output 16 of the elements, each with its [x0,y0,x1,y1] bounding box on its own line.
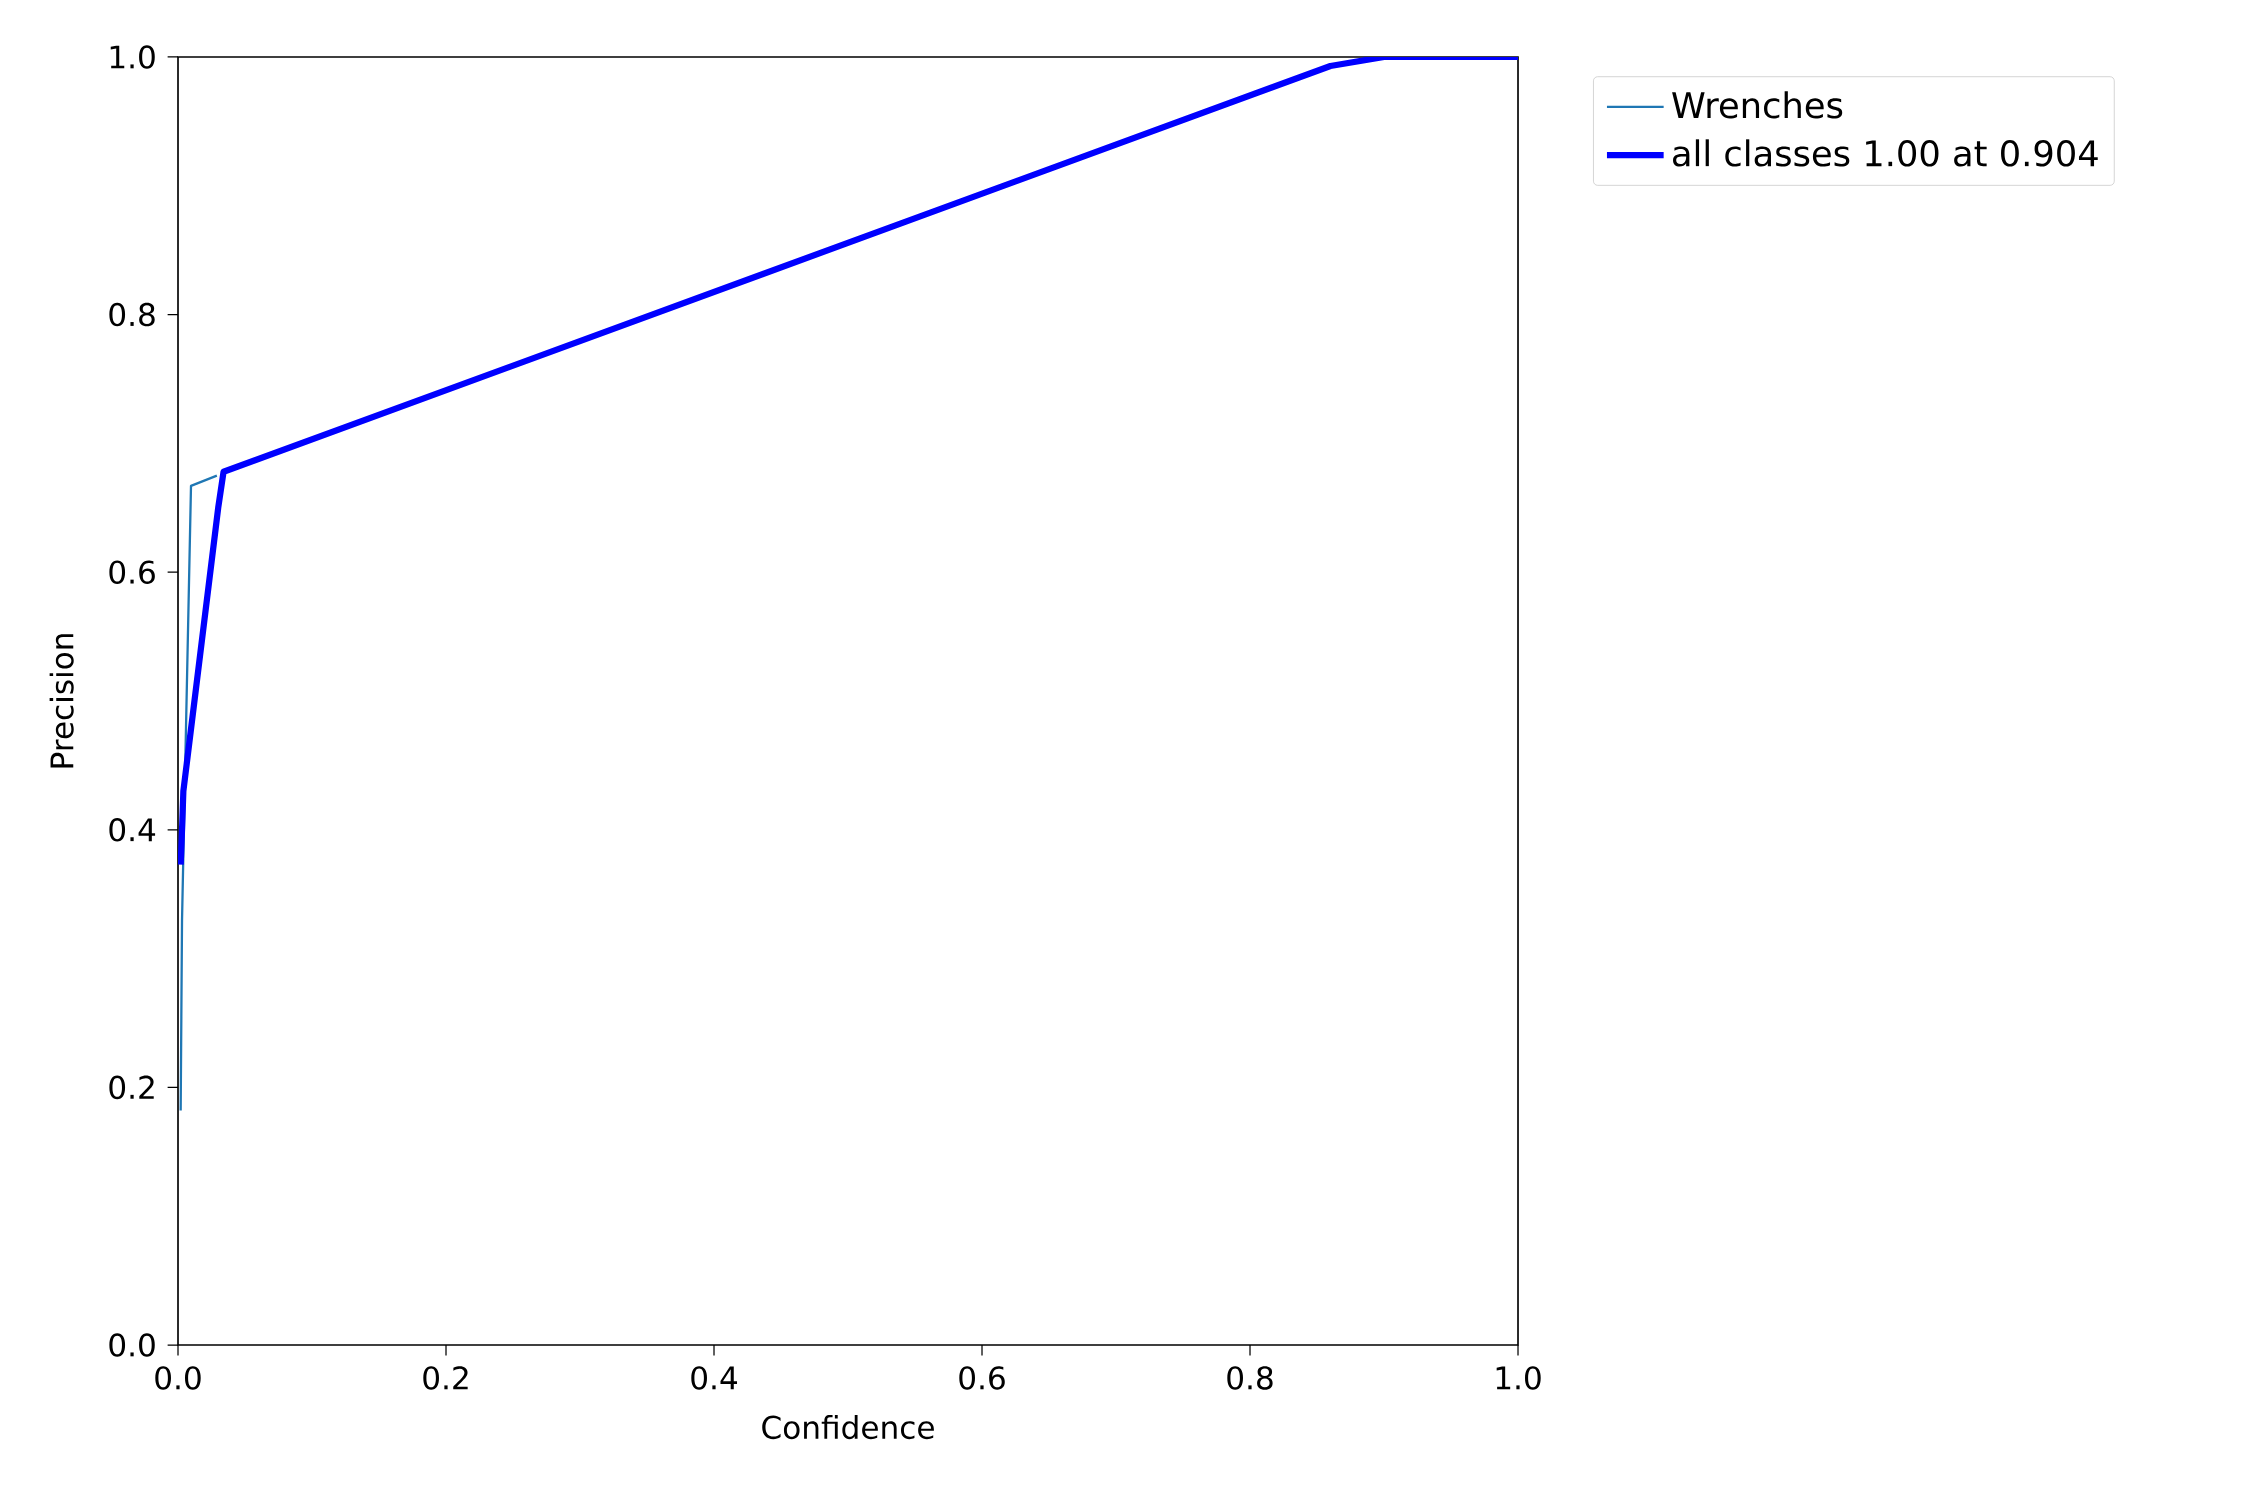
x-axis-title: Confidence [762,1415,934,1440]
x-tick-label: 0.2 [423,1366,468,1390]
x-tick-label: 1.0 [1496,1366,1541,1390]
x-tick-label: 0.0 [155,1366,201,1390]
y-tick-label: 0.8 [109,302,155,327]
y-axis-title: Precision [49,634,74,768]
x-tick-label: 0.8 [1227,1366,1273,1390]
y-tick-label: 1.0 [110,45,155,69]
y-tick-label: 0.6 [109,560,155,584]
y-tick-label: 0.2 [109,1075,154,1100]
legend-label: all classes 1.00 at 0.904 [1673,139,2098,167]
y-tick-label: 0.4 [109,818,156,842]
legend-label: Wrenches [1672,91,1843,119]
x-tick-label: 0.6 [959,1366,1005,1390]
y-tick-label: 0.0 [109,1333,155,1357]
x-tick-label: 0.4 [691,1366,738,1390]
